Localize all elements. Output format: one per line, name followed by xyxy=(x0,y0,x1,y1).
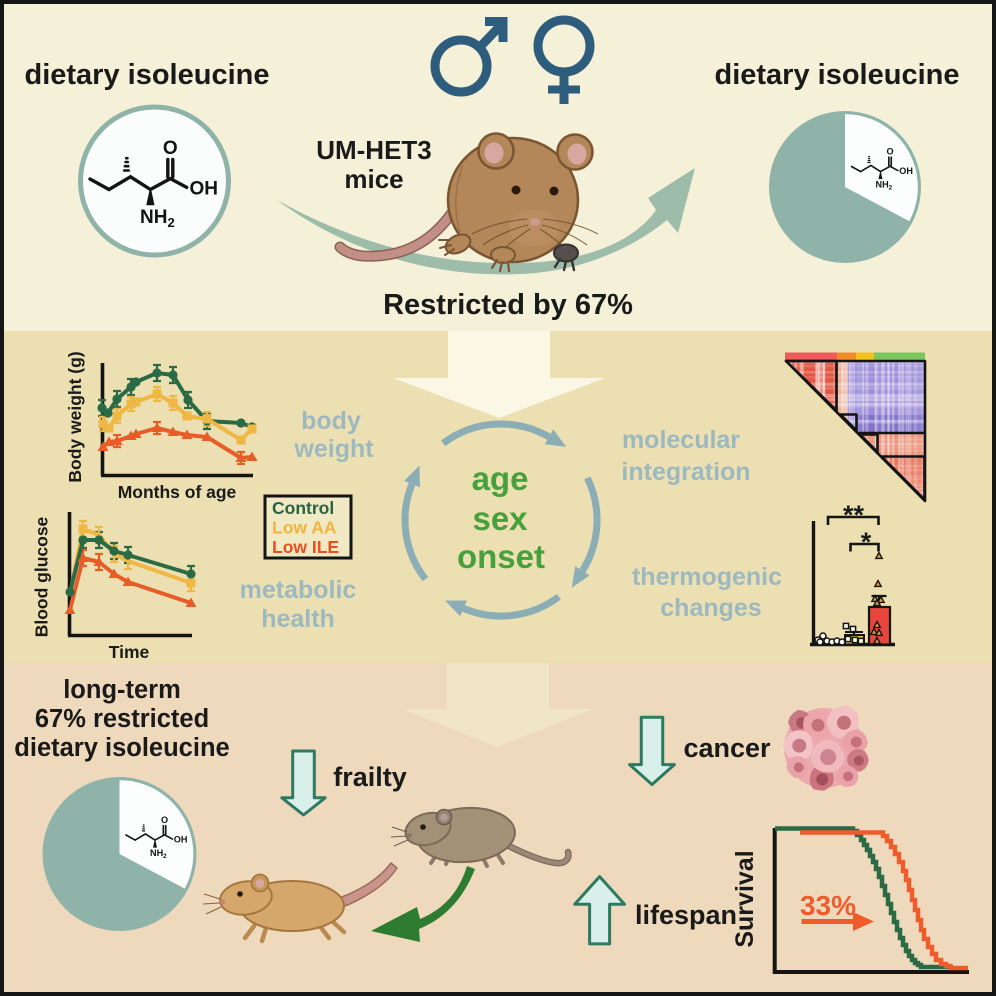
svg-text:thermogenic: thermogenic xyxy=(632,563,782,591)
svg-text:UM-HET3: UM-HET3 xyxy=(316,135,432,165)
svg-text:body: body xyxy=(301,407,361,435)
svg-text:Low ILE: Low ILE xyxy=(272,537,339,557)
svg-text:dietary isoleucine: dietary isoleucine xyxy=(715,59,960,91)
svg-text:frailty: frailty xyxy=(333,762,407,792)
svg-text:long-term: long-term xyxy=(63,676,181,704)
svg-text:weight: weight xyxy=(293,435,374,463)
svg-text:dietary isoleucine: dietary isoleucine xyxy=(25,59,270,91)
svg-text:Body weight (g): Body weight (g) xyxy=(65,351,85,482)
svg-text:integration: integration xyxy=(621,458,750,486)
svg-text:onset: onset xyxy=(457,538,545,575)
svg-text:sex: sex xyxy=(472,500,528,537)
svg-text:**: ** xyxy=(843,500,865,530)
svg-text:mice: mice xyxy=(344,164,403,194)
svg-text:Restricted by 67%: Restricted by 67% xyxy=(383,289,633,321)
svg-text:67% restricted: 67% restricted xyxy=(35,705,209,733)
svg-text:cancer: cancer xyxy=(683,733,771,763)
svg-text:Months of age: Months of age xyxy=(118,482,237,502)
svg-text:molecular: molecular xyxy=(622,426,740,454)
svg-text:dietary isoleucine: dietary isoleucine xyxy=(14,734,229,762)
svg-text:Low AA: Low AA xyxy=(272,518,337,538)
svg-text:*: * xyxy=(861,527,872,557)
svg-text:metabolic: metabolic xyxy=(240,576,357,604)
svg-text:Control: Control xyxy=(272,498,334,518)
svg-text:changes: changes xyxy=(660,594,761,622)
svg-text:Blood glucose: Blood glucose xyxy=(32,516,52,637)
svg-text:Time: Time xyxy=(109,642,150,662)
svg-text:age: age xyxy=(472,460,529,497)
svg-text:33%: 33% xyxy=(800,890,856,921)
svg-text:lifespan: lifespan xyxy=(635,900,737,930)
svg-text:health: health xyxy=(261,605,335,633)
svg-text:Survival: Survival xyxy=(731,850,759,947)
